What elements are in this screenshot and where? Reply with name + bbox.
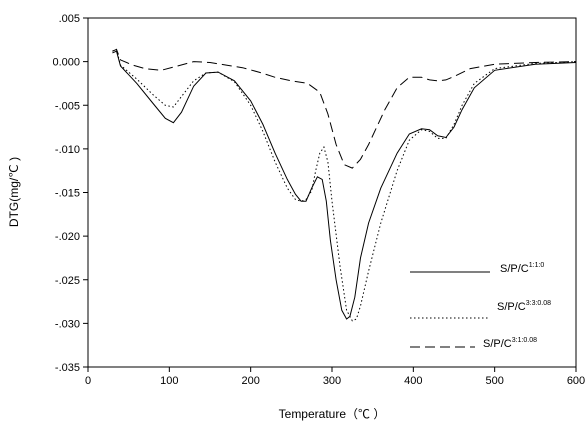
y-tick-label: 0.000 bbox=[52, 57, 80, 69]
y-axis: .005 0.000 -.005 -.010 -.015 -.020 -.025 -.030 -… bbox=[52, 13, 88, 374]
x-tick-label: 400 bbox=[404, 375, 422, 387]
x-tick-label: 500 bbox=[485, 375, 503, 387]
x-axis-label: Temperature（℃ ） bbox=[279, 407, 386, 421]
y-tick-label: -.010 bbox=[55, 144, 80, 156]
y-tick-label: -.015 bbox=[55, 188, 80, 200]
y-tick-label: -.030 bbox=[55, 318, 80, 330]
legend: S/P/C1:1:0 S/P/C3:3:0.08 S/P/C3:1:0.08 bbox=[410, 262, 551, 350]
series-layer bbox=[112, 48, 577, 322]
y-tick-label: -.035 bbox=[55, 362, 80, 374]
y-tick-label: -.020 bbox=[55, 231, 80, 243]
series-line-dashed bbox=[112, 48, 577, 169]
series-line-dotted bbox=[112, 48, 577, 322]
y-tick-label: -.025 bbox=[55, 275, 80, 287]
y-tick-label: -.005 bbox=[55, 100, 80, 112]
x-tick-label: 300 bbox=[323, 375, 341, 387]
legend-label-3: S/P/C3:1:0.08 bbox=[483, 337, 537, 350]
x-tick-label: 0 bbox=[85, 375, 91, 387]
plot-frame bbox=[87, 17, 577, 368]
x-tick-label: 600 bbox=[567, 375, 585, 387]
legend-label-1: S/P/C1:1:0 bbox=[500, 262, 544, 275]
y-axis-label: DTG(mg/℃ ) bbox=[7, 157, 21, 227]
x-tick-label: 100 bbox=[160, 375, 178, 387]
series-line-solid bbox=[112, 50, 577, 320]
y-tick-label: .005 bbox=[59, 13, 80, 25]
x-axis: 0 100 200 300 400 500 600 bbox=[85, 367, 585, 387]
x-tick-label: 200 bbox=[241, 375, 259, 387]
legend-label-2: S/P/C3:3:0.08 bbox=[497, 300, 551, 313]
